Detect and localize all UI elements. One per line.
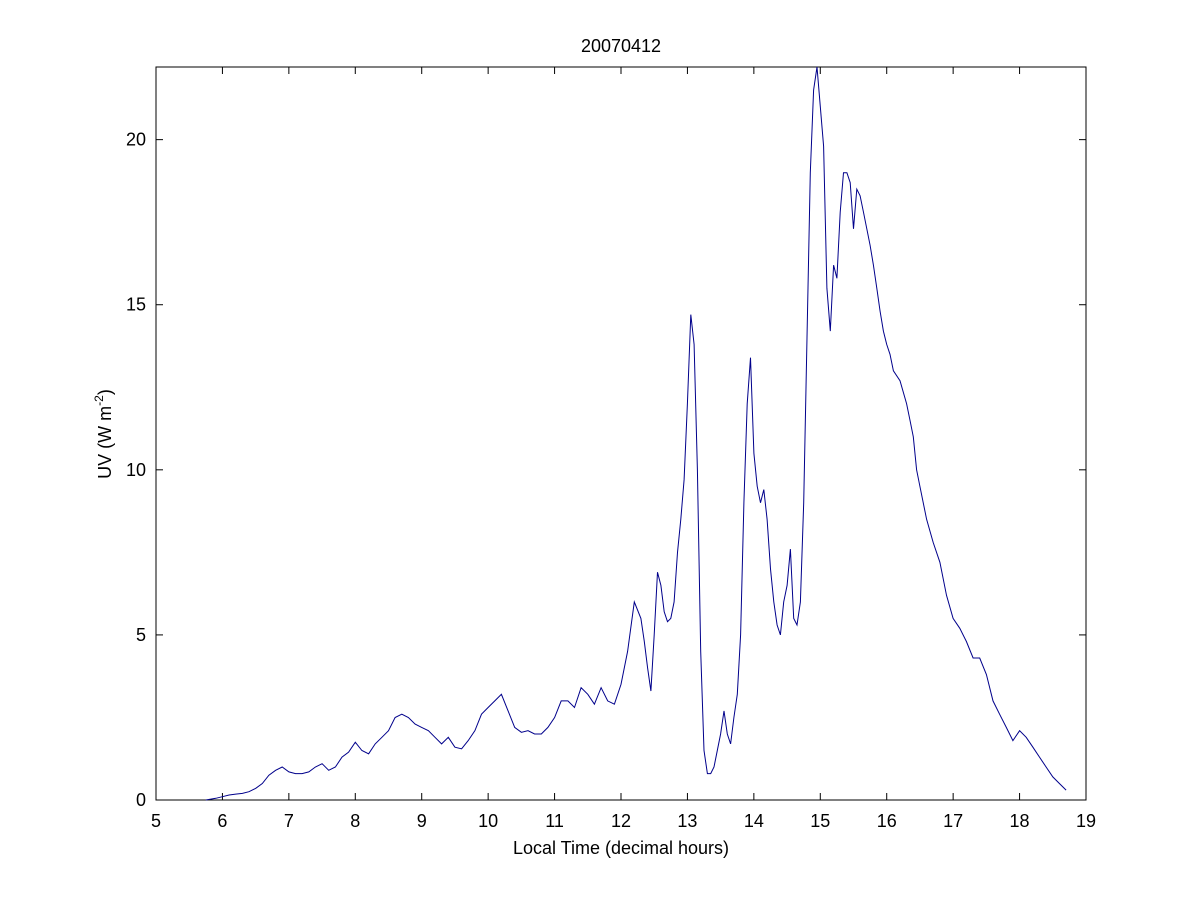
x-axis-ticks: 5 6 7 8 9 10 11 12 13 14 15 16 17 18 19 bbox=[151, 67, 1096, 831]
y-axis-label-main: UV (W m bbox=[95, 406, 115, 479]
y-tick-label: 15 bbox=[126, 295, 146, 315]
x-tick-label: 12 bbox=[611, 811, 631, 831]
x-tick-label: 14 bbox=[744, 811, 764, 831]
x-axis-label: Local Time (decimal hours) bbox=[513, 838, 729, 858]
y-tick-label: 0 bbox=[136, 790, 146, 810]
x-tick-label: 15 bbox=[810, 811, 830, 831]
x-tick-label: 6 bbox=[217, 811, 227, 831]
y-tick-label: 5 bbox=[136, 625, 146, 645]
y-tick-label: 20 bbox=[126, 130, 146, 150]
x-tick-label: 17 bbox=[943, 811, 963, 831]
y-tick-label: 10 bbox=[126, 460, 146, 480]
x-tick-label: 13 bbox=[677, 811, 697, 831]
y-axis-ticks: 0 5 10 15 20 bbox=[126, 130, 1086, 810]
x-tick-label: 5 bbox=[151, 811, 161, 831]
plot-frame bbox=[155, 66, 1087, 801]
x-tick-label: 11 bbox=[545, 811, 564, 831]
x-tick-label: 8 bbox=[350, 811, 360, 831]
x-tick-label: 19 bbox=[1076, 811, 1096, 831]
y-axis-label: UV (W m-2) bbox=[92, 389, 115, 479]
uv-series-line bbox=[205, 66, 1067, 801]
x-tick-label: 7 bbox=[284, 811, 294, 831]
x-tick-label: 9 bbox=[417, 811, 427, 831]
x-tick-label: 10 bbox=[478, 811, 498, 831]
x-tick-label: 16 bbox=[877, 811, 897, 831]
y-axis-label-exponent: -2 bbox=[92, 395, 106, 406]
chart-title: 20070412 bbox=[581, 36, 661, 56]
y-axis-label-close: ) bbox=[95, 389, 115, 395]
x-tick-label: 18 bbox=[1010, 811, 1030, 831]
